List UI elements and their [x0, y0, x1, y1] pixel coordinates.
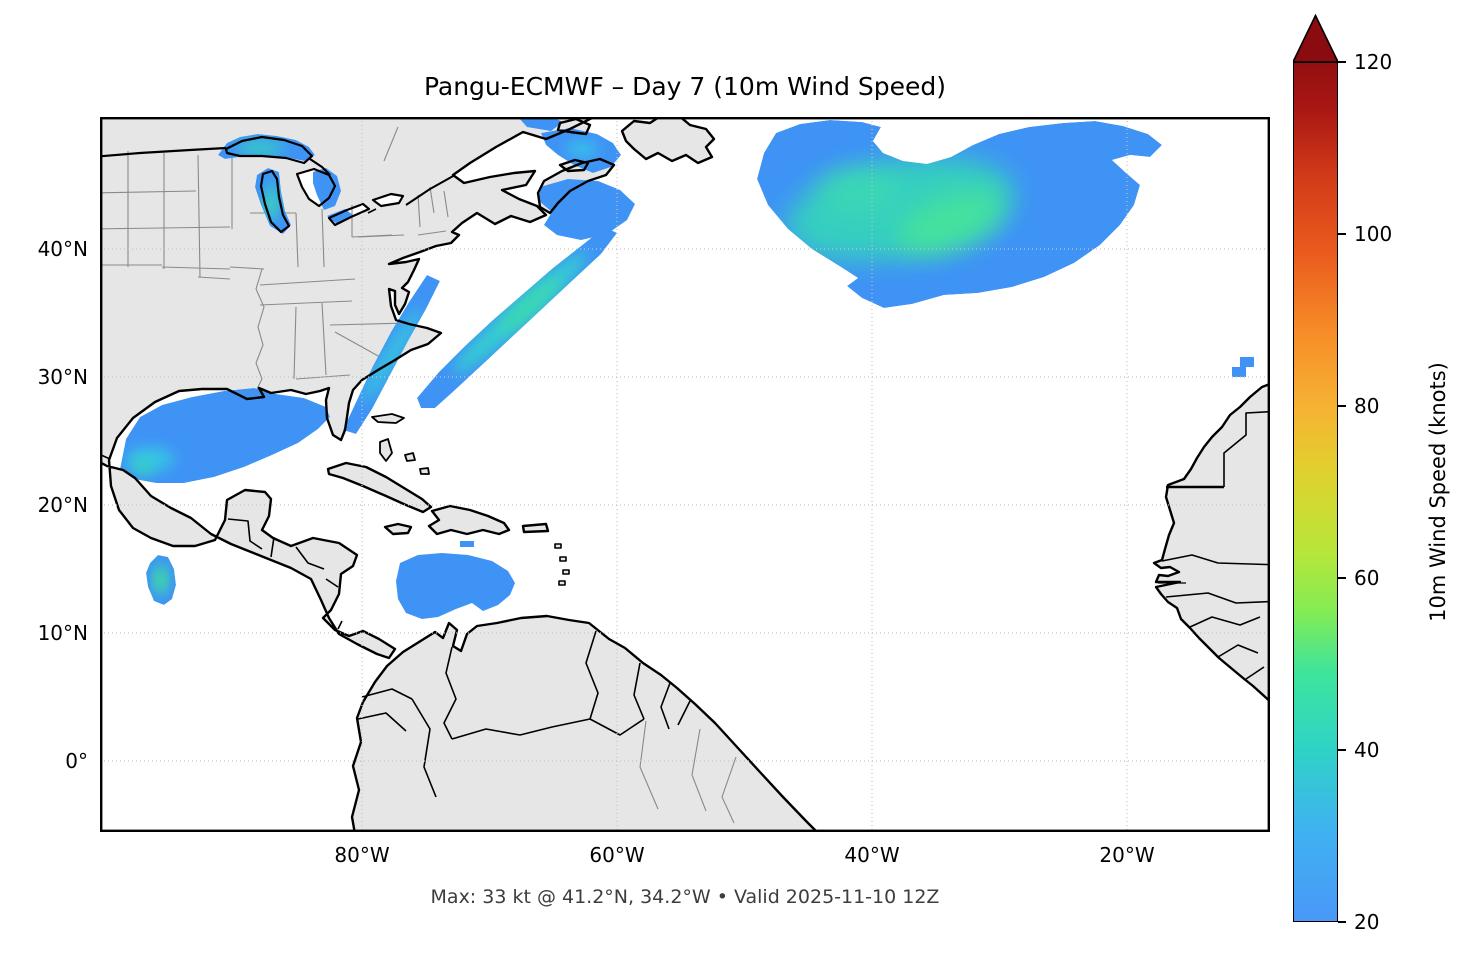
wind-patch-hispaniola-spot	[460, 541, 474, 547]
y-tick-20n: 20°N	[37, 493, 88, 517]
state-borders	[100, 126, 737, 824]
colorbar-tick-60: 60	[1354, 566, 1380, 590]
colorbar-extend-arrow	[1293, 14, 1338, 63]
wind-patch-morocco-spot	[1232, 357, 1254, 377]
colorbar-tick	[1338, 405, 1346, 407]
colorbar-tick	[1338, 749, 1346, 751]
gridlines	[100, 117, 1270, 832]
y-tick-40n: 40°N	[37, 237, 88, 261]
colorbar-tick	[1338, 577, 1346, 579]
wind-patch-gulf-st-lawrence	[541, 128, 621, 173]
colorbar-tick-80: 80	[1354, 394, 1380, 418]
wind-patch-lake-superior	[218, 134, 315, 161]
map-canvas	[100, 117, 1270, 832]
colorbar-tick	[1338, 921, 1346, 923]
colorbar-tick-40: 40	[1354, 738, 1380, 762]
x-tick-40w: 40°W	[844, 843, 900, 867]
colorbar	[1293, 62, 1338, 922]
x-tick-20w: 20°W	[1099, 843, 1155, 867]
wind-patch-gulf-of-mexico	[120, 388, 330, 483]
x-tick-80w: 80°W	[334, 843, 390, 867]
wind-patch-north-atlantic	[757, 120, 1162, 308]
map-area	[100, 117, 1270, 832]
max-annotation: Max: 33 kt @ 41.2°N, 34.2°W • Valid 2025…	[430, 886, 940, 908]
colorbar-tick-120: 120	[1354, 50, 1393, 74]
colorbar-tick	[1338, 61, 1346, 63]
wind-patch-tehuantepec	[146, 555, 176, 605]
country-borders	[100, 146, 1270, 798]
page-title: Pangu-ECMWF – Day 7 (10m Wind Speed)	[423, 72, 947, 101]
colorbar-tick	[1338, 233, 1346, 235]
wind-field	[120, 117, 1254, 619]
y-tick-10n: 10°N	[37, 621, 88, 645]
x-tick-60w: 60°W	[589, 843, 645, 867]
colorbar-axis-label: 10m Wind Speed (knots)	[1426, 362, 1450, 622]
wind-patch-coastal-band	[343, 275, 440, 434]
y-tick-0: 0°	[65, 749, 88, 773]
y-tick-30n: 30°N	[37, 365, 88, 389]
colorbar-tick-100: 100	[1354, 222, 1393, 246]
plot-frame	[100, 117, 1270, 832]
colorbar-tick-20: 20	[1354, 910, 1380, 934]
wind-patch-gulf-stream-band	[417, 227, 617, 408]
